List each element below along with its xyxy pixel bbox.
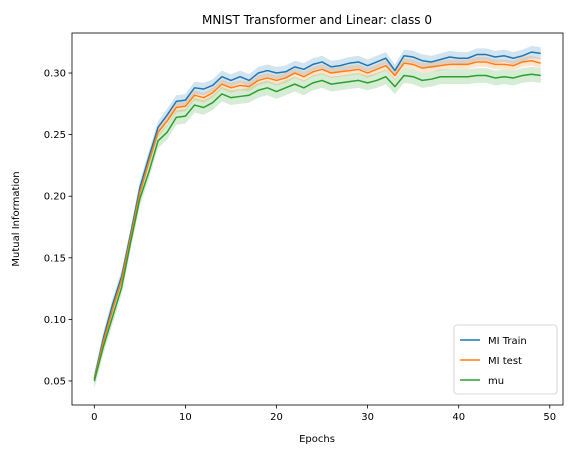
plot-frame bbox=[71, 32, 564, 406]
y-tick-label: 0.15 bbox=[44, 253, 66, 264]
x-tick-label: 0 bbox=[91, 412, 97, 423]
y-tick-label: 0.20 bbox=[44, 192, 66, 203]
legend: MI Train MI test mu bbox=[453, 324, 558, 395]
y-tick-label: 0.05 bbox=[44, 376, 66, 387]
x-tick-label: 40 bbox=[452, 412, 465, 423]
line-series-1 bbox=[93, 59, 541, 380]
y-tick-label: 0.30 bbox=[44, 69, 66, 80]
y-tick-label: 0.10 bbox=[44, 315, 66, 326]
line-series-2 bbox=[93, 73, 541, 382]
legend-label-1: MI test bbox=[488, 356, 522, 367]
series-lines bbox=[93, 51, 541, 382]
x-tick-label: 20 bbox=[270, 412, 283, 423]
legend-label-2: mu bbox=[488, 376, 504, 387]
legend-box bbox=[453, 324, 558, 395]
y-axis-ticks: 0.05 0.10 0.15 0.20 0.25 0.30 bbox=[44, 69, 72, 387]
x-tick-label: 50 bbox=[543, 412, 556, 423]
chart-title: MNIST Transformer and Linear: class 0 bbox=[202, 13, 432, 27]
x-axis-ticks: 0 10 20 30 40 50 bbox=[91, 405, 556, 423]
y-tick-label: 0.25 bbox=[44, 130, 66, 141]
x-tick-label: 30 bbox=[361, 412, 374, 423]
line-series-0 bbox=[93, 51, 541, 379]
y-axis-label: Mutual Information bbox=[11, 171, 22, 266]
x-axis-label: Epochs bbox=[299, 434, 335, 445]
legend-label-0: MI Train bbox=[488, 336, 527, 347]
x-tick-label: 10 bbox=[179, 412, 192, 423]
